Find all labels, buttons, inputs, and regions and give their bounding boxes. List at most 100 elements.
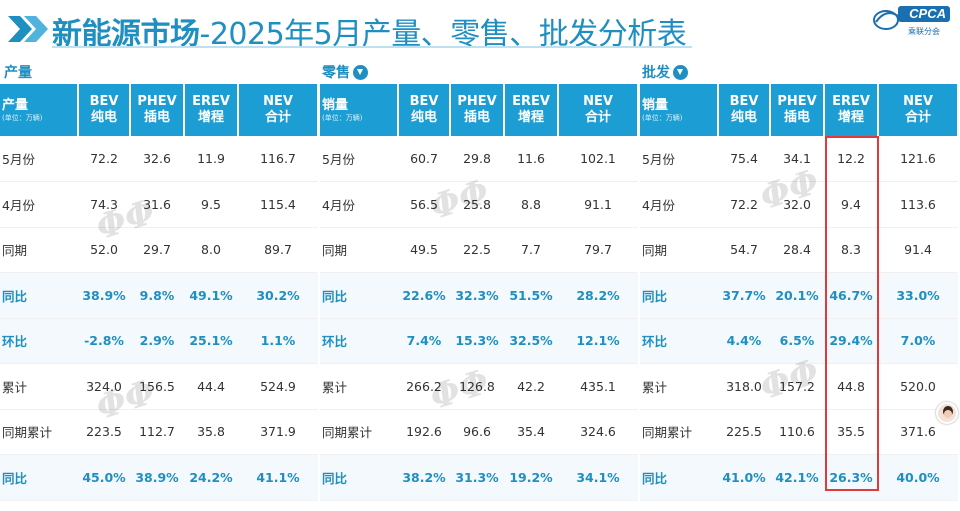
table-cell: 31.3% [450, 454, 504, 501]
logo-text: CPCA [909, 6, 946, 21]
row-label: 同期 [640, 227, 718, 273]
table-cell: 42.1% [770, 454, 824, 501]
table-cell: 56.5 [398, 181, 450, 228]
title-bar: 新能源市场-2025年5月产量、零售、批发分析表 CPCA 乘联分会 [0, 0, 960, 56]
table-cell: 44.8 [824, 363, 878, 410]
row-label: 同比 [640, 272, 718, 319]
table-cell: 37.7% [718, 272, 770, 319]
table-row: 同期累计 225.5 110.6 35.5 371.6 [640, 409, 958, 455]
table-row: 同比 37.7% 20.1% 46.7% 33.0% [640, 272, 958, 319]
table-retail: 销量 (单位：万辆) BEV 纯电 PHEV 插电 EREV 增程 NEV 合计 5月份 60.7 29… [320, 84, 639, 501]
column-header-sublabel: 插电 [143, 110, 170, 125]
column-header-sublabel: 增程 [517, 110, 544, 125]
column-header-sublabel: 插电 [783, 110, 810, 125]
table-cell: 19.2% [504, 454, 558, 501]
table-cell: 41.0% [718, 454, 770, 501]
table-cell: 38.2% [398, 454, 450, 501]
column-header-label: 销量 [642, 97, 669, 113]
column-header: 产量 (单位：万辆) [0, 84, 79, 136]
table-cell: 30.2% [238, 272, 318, 319]
table-cell: 51.5% [504, 272, 558, 319]
table-cell: 54.7 [718, 227, 770, 273]
table-row: 累计 324.0 156.5 44.4 524.9 [0, 363, 318, 410]
table-cell: 121.6 [878, 136, 958, 182]
table-cell: 192.6 [398, 409, 450, 455]
table-cell: 225.5 [718, 409, 770, 455]
table-cell: 25.1% [184, 318, 238, 364]
table-cell: 22.5 [450, 227, 504, 273]
table-cell: 524.9 [238, 363, 318, 410]
table-row: 同期 54.7 28.4 8.3 91.4 [640, 227, 958, 273]
title-underline [52, 46, 692, 48]
arrow-down-circle-icon [673, 64, 688, 80]
column-header-sublabel: 纯电 [410, 110, 437, 125]
column-header-sublabel: (单位：万辆) [2, 113, 43, 122]
table-cell: 72.2 [78, 136, 130, 182]
row-label: 同期累计 [320, 409, 398, 455]
row-label: 同期累计 [640, 409, 718, 455]
table-cell: 79.7 [558, 227, 638, 273]
header-row: 销量 (单位：万辆) BEV 纯电 PHEV 插电 EREV 增程 NEV 合计 [320, 84, 639, 136]
table-cell: 45.0% [78, 454, 130, 501]
column-header-label: NEV [583, 94, 613, 109]
column-header-label: PHEV [777, 94, 817, 109]
column-header-sublabel: 插电 [463, 110, 490, 125]
table-cell: -2.8% [78, 318, 130, 364]
table-cell: 60.7 [398, 136, 450, 182]
double-chevron-icon [8, 16, 48, 42]
table-row: 5月份 72.2 32.6 11.9 116.7 [0, 136, 318, 182]
column-header: EREV 增程 [184, 84, 239, 136]
section-label-retail: 零售 [322, 62, 368, 82]
cpca-logo [873, 6, 950, 30]
table-cell: 32.5% [504, 318, 558, 364]
table-cell: 29.7 [130, 227, 184, 273]
column-header: EREV 增程 [824, 84, 879, 136]
table-cell: 113.6 [878, 181, 958, 228]
table-cell: 4.4% [718, 318, 770, 364]
table-cell: 223.5 [78, 409, 130, 455]
table-cell: 115.4 [238, 181, 318, 228]
table-cell: 15.3% [450, 318, 504, 364]
table-cell: 44.4 [184, 363, 238, 410]
table-cell: 102.1 [558, 136, 638, 182]
table-cell: 11.6 [504, 136, 558, 182]
table-cell: 11.9 [184, 136, 238, 182]
table-cell: 72.2 [718, 181, 770, 228]
table-cell: 7.7 [504, 227, 558, 273]
column-header-label: 产量 [2, 97, 29, 113]
table-cell: 8.8 [504, 181, 558, 228]
table-row: 累计 266.2 126.8 42.2 435.1 [320, 363, 638, 410]
column-header: BEV 纯电 [718, 84, 771, 136]
table-cell: 324.0 [78, 363, 130, 410]
row-label: 同期 [0, 227, 78, 273]
row-label: 同比 [320, 454, 398, 501]
table-row: 环比 4.4% 6.5% 29.4% 7.0% [640, 318, 958, 364]
row-label: 同比 [0, 454, 78, 501]
row-label: 4月份 [0, 181, 78, 228]
column-header: EREV 增程 [504, 84, 559, 136]
table-cell: 371.6 [878, 409, 958, 455]
column-header-sublabel: 合计 [904, 110, 931, 125]
column-header: BEV 纯电 [398, 84, 451, 136]
table-cell: 318.0 [718, 363, 770, 410]
row-label: 环比 [320, 318, 398, 364]
column-header: BEV 纯电 [78, 84, 131, 136]
table-cell: 91.1 [558, 181, 638, 228]
avatar[interactable] [936, 402, 958, 424]
row-label: 累计 [320, 363, 398, 410]
header-row: 产量 (单位：万辆) BEV 纯电 PHEV 插电 EREV 增程 NEV 合计 [0, 84, 319, 136]
table-cell: 35.4 [504, 409, 558, 455]
column-header-label: EREV [512, 94, 550, 109]
table-row: 同期 52.0 29.7 8.0 89.7 [0, 227, 318, 273]
table-row: 同比 38.2% 31.3% 19.2% 34.1% [320, 454, 638, 501]
table-cell: 110.6 [770, 409, 824, 455]
table-cell: 29.4% [824, 318, 878, 364]
table-row: 同比 22.6% 32.3% 51.5% 28.2% [320, 272, 638, 319]
column-header-label: PHEV [457, 94, 497, 109]
table-cell: 25.8 [450, 181, 504, 228]
table-cell: 7.0% [878, 318, 958, 364]
table-cell: 28.2% [558, 272, 638, 319]
table-row: 同比 41.0% 42.1% 26.3% 40.0% [640, 454, 958, 501]
table-cell: 371.9 [238, 409, 318, 455]
column-header: PHEV 插电 [770, 84, 825, 136]
